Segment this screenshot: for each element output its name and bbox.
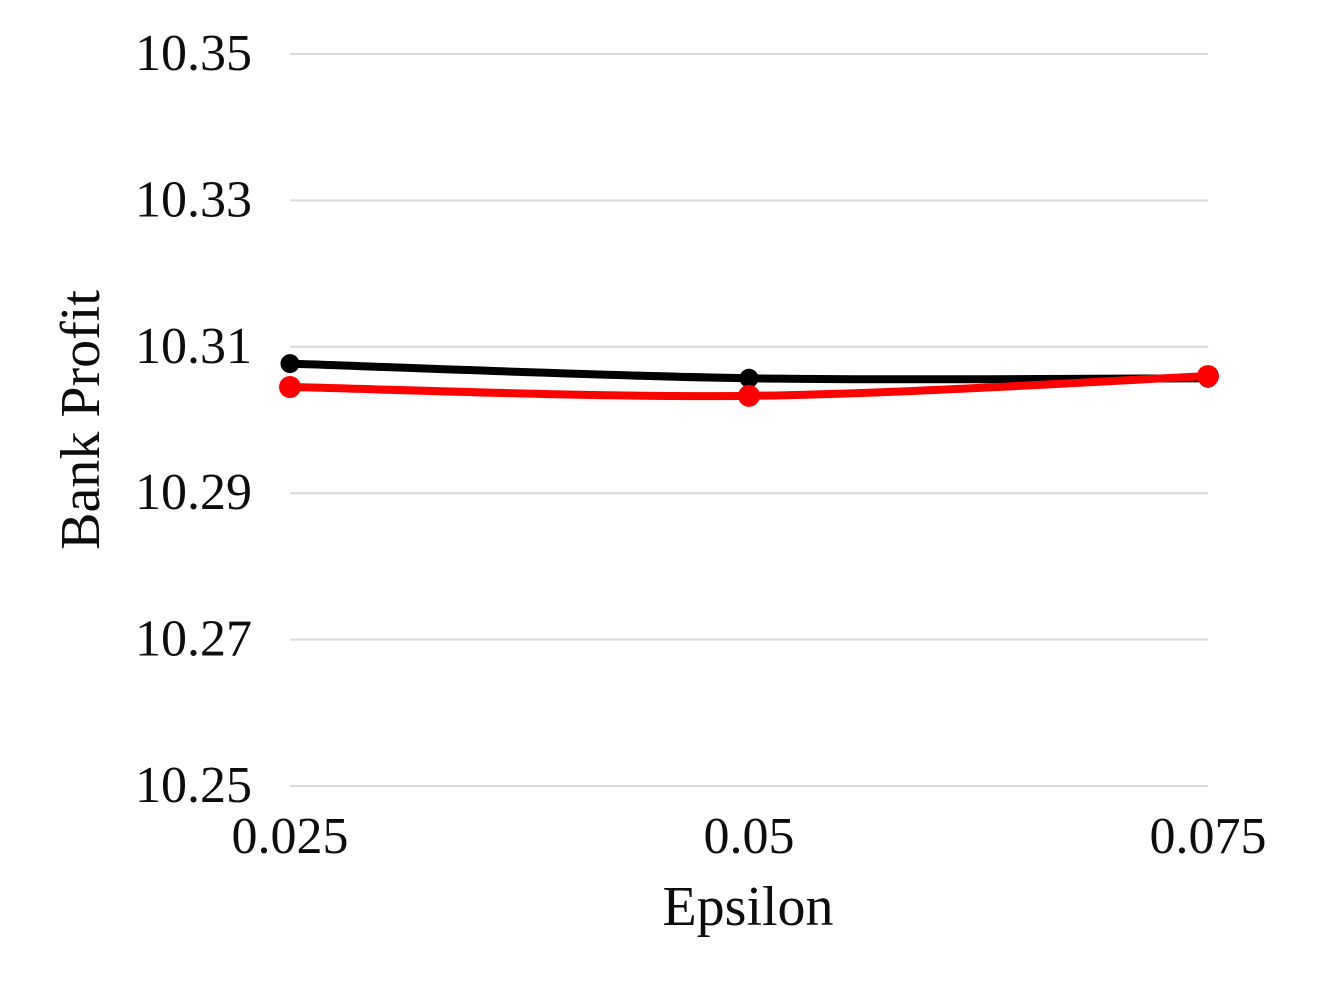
y-tick-label: 10.33 [135,171,252,228]
y-tick-label: 10.29 [135,464,252,521]
x-tick-label: 0.025 [232,808,349,865]
y-axis-title: Bank Profit [50,290,112,550]
series-black-marker [739,368,759,388]
series-black-marker [280,354,300,374]
y-tick-label: 10.35 [135,25,252,82]
y-tick-label: 10.27 [135,611,252,668]
x-axis-title: Epsilon [662,876,833,938]
x-tick-label: 0.05 [704,808,795,865]
series-red-marker [1197,365,1219,388]
gridlines [290,53,1208,787]
x-tick-label: 0.075 [1150,808,1267,865]
series-red-marker [738,384,760,407]
y-tick-label: 10.25 [135,757,252,814]
series-red-marker [279,376,301,399]
x-axis-tick-labels: 0.025 0.05 0.075 [232,808,1267,865]
series-group [279,354,1219,407]
y-axis-tick-labels: 10.25 10.27 10.29 10.31 10.33 10.35 [135,25,252,814]
y-tick-label: 10.31 [135,318,252,375]
